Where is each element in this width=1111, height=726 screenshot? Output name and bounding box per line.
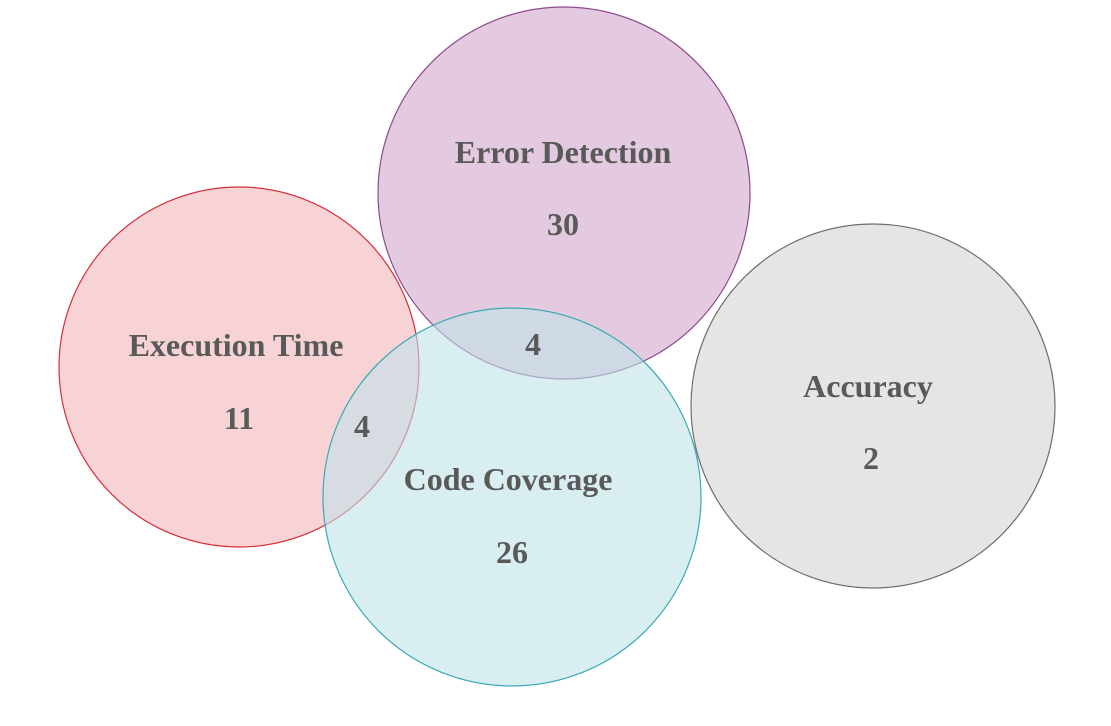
set-label-error-detection: Error Detection — [455, 134, 672, 170]
set-count-code-coverage: 26 — [496, 534, 528, 570]
set-label-accuracy: Accuracy — [803, 368, 933, 404]
set-count-accuracy: 2 — [863, 440, 879, 476]
set-count-error-detection: 30 — [547, 206, 579, 242]
intersection-count-error-detection-code-coverage: 4 — [525, 326, 541, 362]
set-label-code-coverage: Code Coverage — [404, 461, 613, 497]
set-count-execution-time: 11 — [224, 400, 254, 436]
set-circle-code-coverage — [322, 307, 702, 687]
intersection-count-execution-time-code-coverage: 4 — [354, 408, 370, 444]
set-circle-accuracy — [690, 223, 1056, 589]
set-label-execution-time: Execution Time — [129, 327, 344, 363]
